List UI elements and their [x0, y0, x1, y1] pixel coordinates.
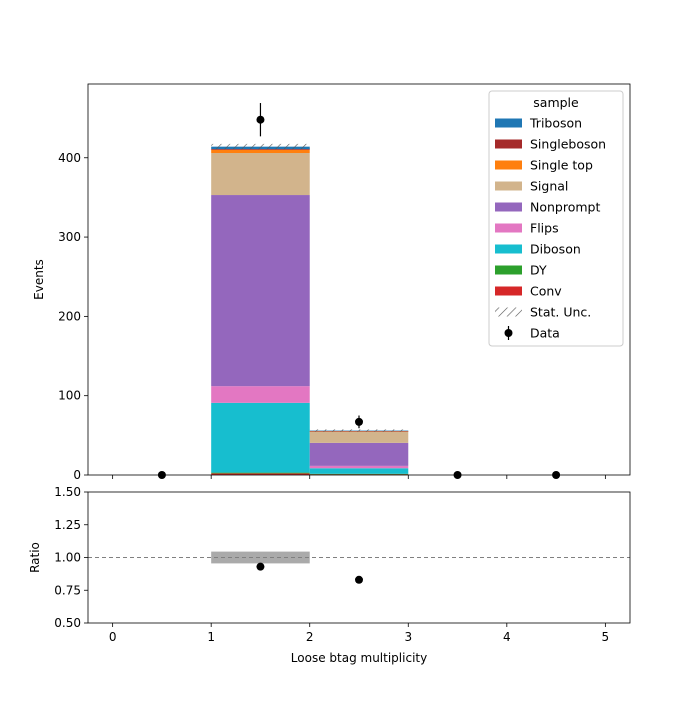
legend-title: sample: [533, 95, 579, 110]
y-tick-label-3: 300: [58, 230, 81, 244]
stacked-bars: [211, 146, 409, 475]
bar-conv-bin-1: [211, 473, 310, 475]
legend-label-nonprompt: Nonprompt: [530, 200, 600, 215]
legend-swatch-single-top: [495, 160, 522, 170]
x-tick-label-4: 4: [503, 630, 511, 644]
data-point-2: [355, 417, 363, 426]
main-ticks: 0 100 200 300 400: [58, 151, 606, 482]
ratio-y-axis-label: Ratio: [28, 542, 42, 573]
stat-unc-hatch: [211, 143, 409, 432]
bar-signal-bin-2: [309, 431, 409, 443]
legend-swatch-triboson: [495, 118, 522, 128]
legend-label-dy: DY: [530, 263, 547, 278]
ratio-ticks: 0.50 0.75 1.00 1.25 1.50 0 1 2 3 4 5: [54, 485, 609, 644]
ratio-y-tick-label-3: 1.25: [54, 518, 81, 532]
bar-signal-bin-1: [211, 153, 310, 196]
x-tick-label-2: 2: [306, 630, 314, 644]
ratio-y-tick-label-2: 1.00: [54, 551, 81, 565]
bar-dy-bin-1: [211, 472, 310, 474]
legend-label-signal: Signal: [530, 179, 568, 194]
legend-label-data: Data: [530, 326, 560, 341]
bar-dy-bin-2: [309, 473, 409, 475]
x-tick-label-3: 3: [404, 630, 412, 644]
legend-label-flips: Flips: [530, 221, 559, 236]
legend-swatch-nonprompt: [495, 202, 522, 212]
x-tick-label-0: 0: [109, 630, 117, 644]
ratio-points: [256, 562, 363, 584]
ratio-band-rect: [211, 551, 310, 564]
y-axis-label: Events: [32, 259, 46, 300]
ratio-point-0: [256, 562, 265, 571]
legend-label-singleboson: Singleboson: [530, 137, 606, 152]
legend-items: Triboson Singleboson Single top Signal Nonpr…: [495, 116, 606, 341]
main-panel: 0 100 200 300 400 Events sample Triboson Sing…: [32, 83, 631, 482]
bar-diboson-bin-1: [211, 402, 310, 473]
x-tick-label-1: 1: [207, 630, 215, 644]
legend-swatch-diboson: [495, 244, 522, 254]
bar-single-top-bin-1: [211, 149, 310, 153]
y-tick-label-2: 200: [58, 309, 81, 323]
legend-box: [488, 90, 624, 347]
legend-label-stat-unc-: Stat. Unc.: [530, 305, 591, 320]
ratio-panel: 0.50 0.75 1.00 1.25 1.50 0 1 2 3 4 5 Ratio Loose b…: [28, 485, 631, 665]
main-axes-frame: [87, 83, 631, 476]
legend-swatch-signal: [495, 181, 522, 191]
bar-nonprompt-bin-1: [211, 195, 310, 387]
y-tick-label-4: 400: [58, 151, 81, 165]
bar-diboson-bin-2: [309, 468, 409, 474]
x-tick-label-5: 5: [602, 630, 610, 644]
ratio-y-tick-label-0: 0.50: [54, 616, 81, 630]
stat-unc-bin-2: [309, 429, 409, 432]
ratio-y-tick-label-1: 0.75: [54, 583, 81, 597]
legend-swatch-conv: [495, 286, 522, 296]
legend-label-triboson: Triboson: [529, 116, 582, 131]
legend-swatch-singleboson: [495, 139, 522, 149]
x-axis-label: Loose btag multiplicity: [291, 651, 427, 665]
legend-label-diboson: Diboson: [530, 242, 581, 257]
legend-label-single-top: Single top: [530, 158, 593, 173]
y-tick-label-0: 0: [73, 468, 81, 482]
bar-nonprompt-bin-2: [309, 442, 409, 466]
bar-flips-bin-1: [211, 386, 310, 403]
y-tick-label-1: 100: [58, 389, 81, 403]
legend: sample Triboson Singleboson Single top Sign…: [488, 90, 624, 347]
legend-swatch-data: [504, 329, 513, 337]
ratio-axes-frame: [87, 491, 631, 624]
legend-swatch-dy: [495, 265, 522, 275]
stat-unc-bin-1: [211, 143, 310, 150]
legend-swatch-flips: [495, 223, 522, 233]
ratio-y-tick-label-4: 1.50: [54, 485, 81, 499]
data-point-1: [256, 115, 265, 124]
legend-swatch-stat-unc-: [495, 307, 522, 317]
bar-flips-bin-2: [309, 465, 409, 469]
ratio-unc-band: [211, 551, 310, 564]
legend-label-conv: Conv: [530, 284, 562, 299]
ratio-point-1: [355, 575, 363, 584]
